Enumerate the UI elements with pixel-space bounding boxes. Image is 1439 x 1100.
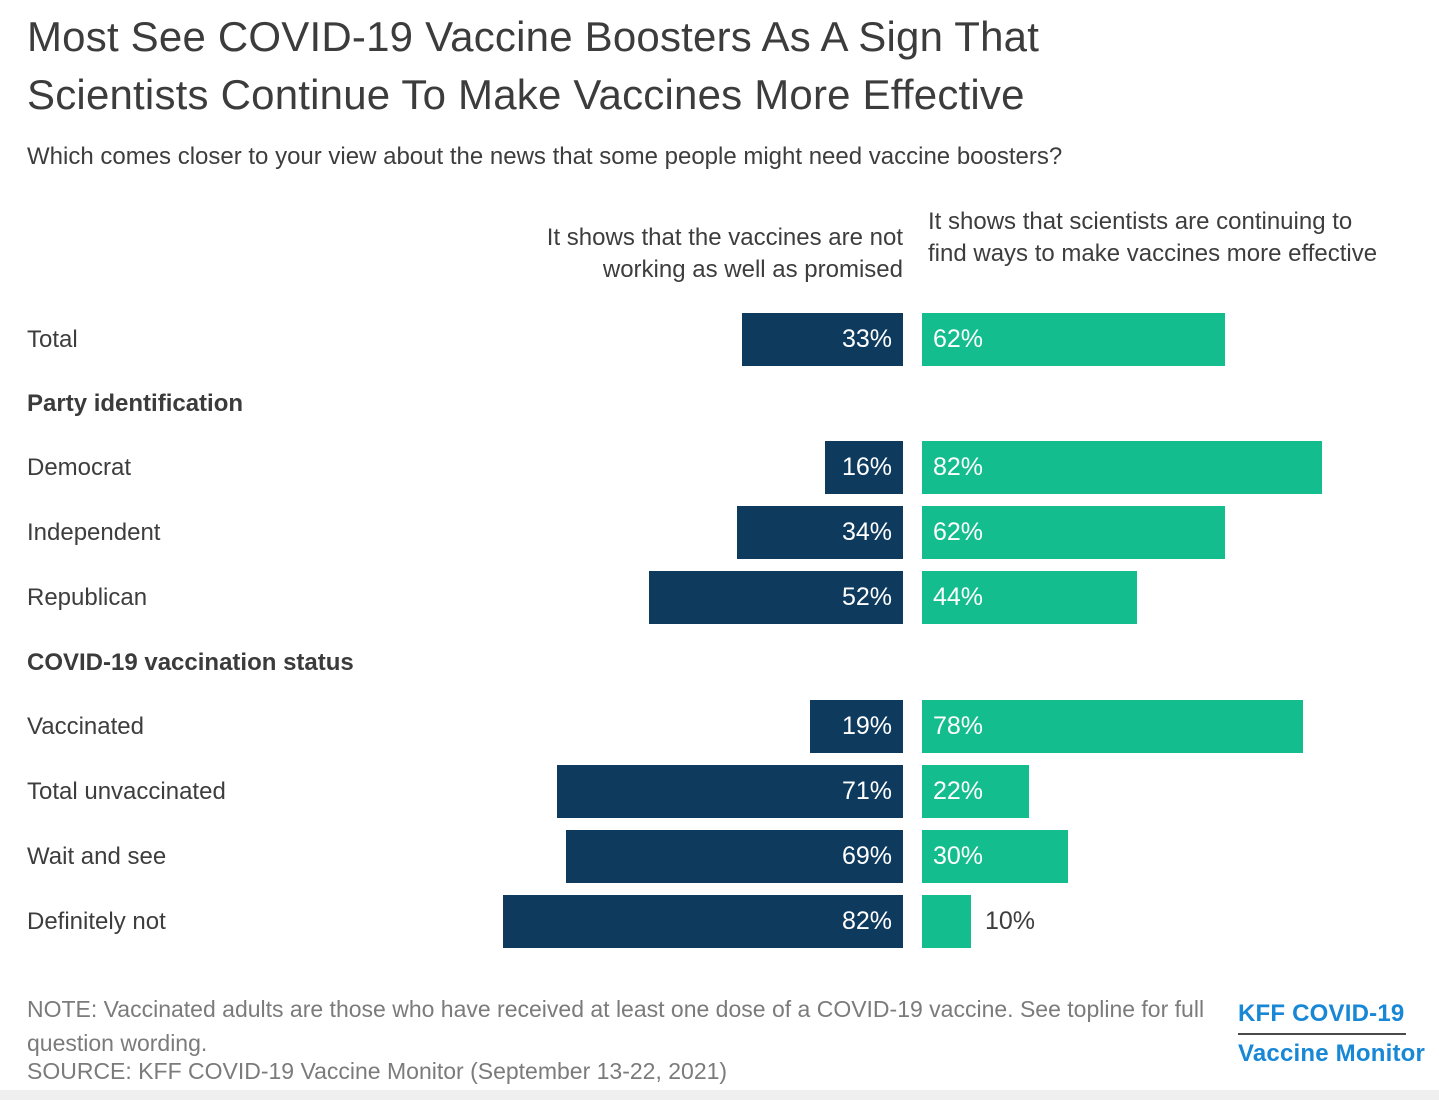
- bar-value-label: 19%: [841, 712, 892, 740]
- bar-value-label: 30%: [933, 842, 984, 870]
- bar-more-effective-total-unvaccinated: 22%: [922, 765, 1029, 818]
- page-title-line1: Most See COVID-19 Vaccine Boosters As A …: [27, 13, 1040, 60]
- bar-value-label: 69%: [841, 842, 892, 870]
- logo-divider: [1238, 1033, 1406, 1035]
- bar-value-label: 62%: [933, 518, 984, 546]
- bar-value-label: 82%: [841, 907, 892, 935]
- bar-more-effective-wait-and-see: 30%: [922, 830, 1068, 883]
- note-text: NOTE: Vaccinated adults are those who ha…: [27, 996, 1205, 1056]
- row-label-total-unvaccinated: Total unvaccinated: [27, 778, 226, 805]
- bar-more-effective-independent: 62%: [922, 506, 1225, 559]
- bar-not-working-republican: 52%: [649, 571, 903, 624]
- bar-not-working-total: 33%: [742, 313, 903, 366]
- bar-more-effective-definitely-not: 10%: [922, 895, 1035, 948]
- bar-not-working-vaccinated: 19%: [810, 700, 903, 753]
- chart-question: Which comes closer to your view about th…: [27, 143, 1063, 170]
- row-label-definitely-not: Definitely not: [27, 908, 166, 935]
- bar-value-label: 62%: [933, 325, 984, 353]
- row-label-republican: Republican: [27, 584, 148, 611]
- bar-value-label: 34%: [841, 518, 892, 546]
- column-header-more-effective: It shows that scientists are continuing …: [928, 208, 1378, 267]
- bar-value-label: 16%: [841, 453, 892, 481]
- kff-vaccine-monitor-logo: KFF COVID-19 Vaccine Monitor: [1238, 1000, 1428, 1068]
- bar-more-effective-vaccinated: 78%: [922, 700, 1303, 753]
- row-label-total: Total: [27, 326, 78, 353]
- row-label-vaccinated: Vaccinated: [27, 713, 144, 740]
- bar-not-working-definitely-not: 82%: [503, 895, 903, 948]
- bar-value-label: 82%: [933, 453, 984, 481]
- window-bottom-strip: [0, 1090, 1439, 1100]
- bar-not-working-wait-and-see: 69%: [566, 830, 903, 883]
- row-label-independent: Independent: [27, 519, 161, 546]
- bar-not-working-total-unvaccinated: 71%: [557, 765, 903, 818]
- bar-value-label: 22%: [933, 777, 984, 805]
- bar-more-effective-republican: 44%: [922, 571, 1137, 624]
- row-label-wait-and-see: Wait and see: [27, 843, 167, 870]
- bar-not-working-independent: 34%: [737, 506, 903, 559]
- bar-value-label: 10%: [985, 907, 1036, 935]
- bar-more-effective-democrat: 82%: [922, 441, 1322, 494]
- bar-value-label: 33%: [841, 325, 892, 353]
- bar-value-label: 52%: [841, 583, 892, 611]
- bar-value-label: 78%: [933, 712, 984, 740]
- logo-line1: KFF COVID-19: [1238, 1000, 1405, 1027]
- logo-line2: Vaccine Monitor: [1238, 1040, 1426, 1067]
- bar-value-label: 44%: [933, 583, 984, 611]
- row-label-democrat: Democrat: [27, 454, 132, 481]
- page-title-line2: Scientists Continue To Make Vaccines Mor…: [27, 71, 1025, 118]
- section-header-vaccination-status: COVID-19 vaccination status: [27, 649, 354, 676]
- page-title: Most See COVID-19 Vaccine Boosters As A …: [27, 8, 1307, 124]
- bar-more-effective-total: 62%: [922, 313, 1225, 366]
- bar-not-working-democrat: 16%: [825, 441, 903, 494]
- section-header-party: Party identification: [27, 390, 244, 417]
- source-text: SOURCE: KFF COVID-19 Vaccine Monitor (Se…: [27, 1058, 728, 1084]
- column-header-not-working: It shows that the vaccines are not worki…: [546, 224, 903, 283]
- bar-value-label: 71%: [841, 777, 892, 805]
